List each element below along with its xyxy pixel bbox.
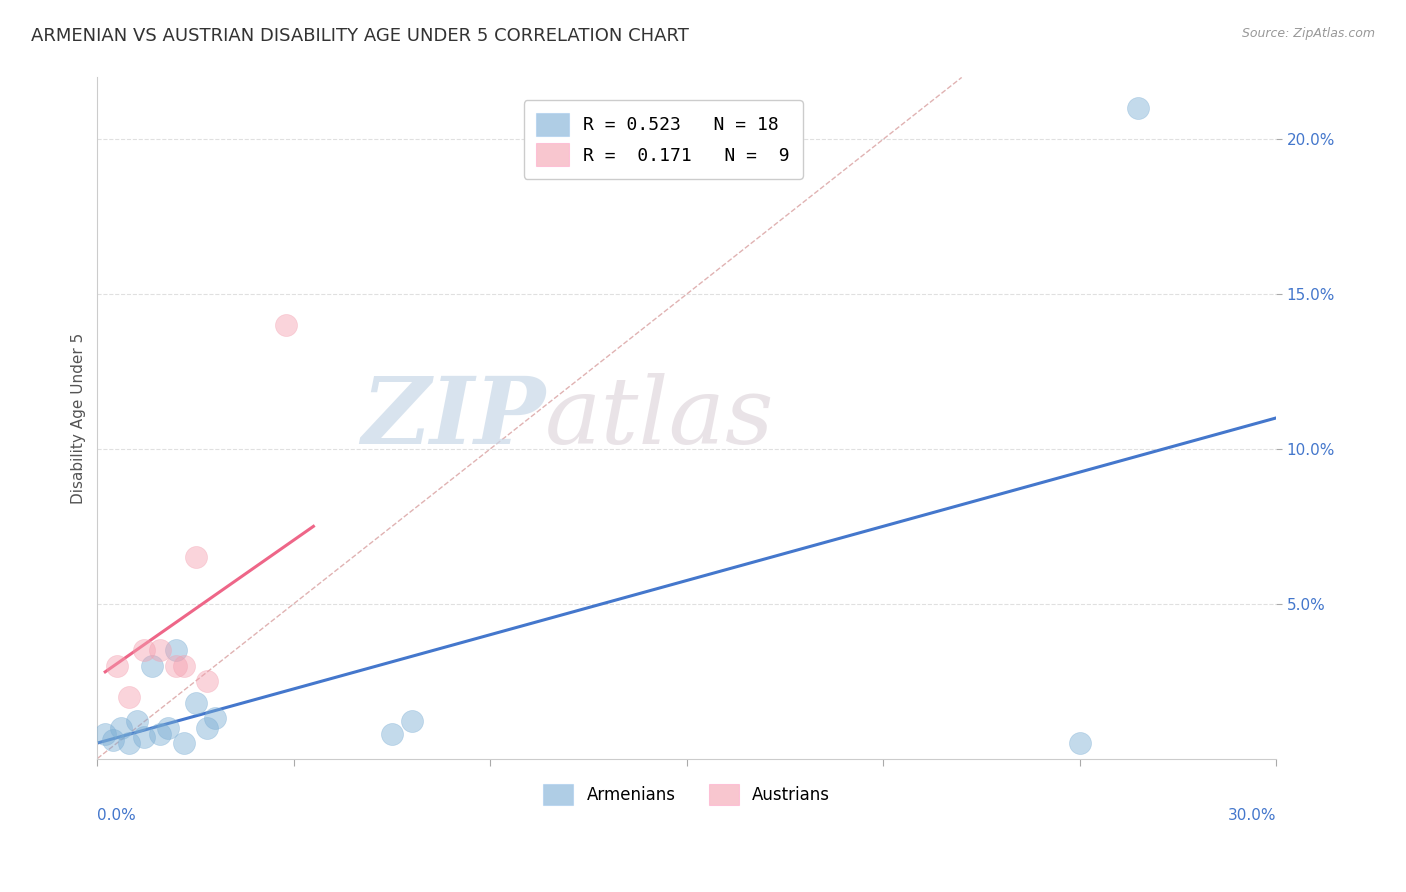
Point	[157, 721, 180, 735]
Point	[195, 721, 218, 735]
Text: ZIP: ZIP	[361, 373, 546, 463]
Point	[134, 643, 156, 657]
Text: Source: ZipAtlas.com: Source: ZipAtlas.com	[1241, 27, 1375, 40]
Point	[184, 550, 207, 565]
Text: ARMENIAN VS AUSTRIAN DISABILITY AGE UNDER 5 CORRELATION CHART: ARMENIAN VS AUSTRIAN DISABILITY AGE UNDE…	[31, 27, 689, 45]
Point	[381, 727, 404, 741]
Legend: Armenians, Austrians: Armenians, Austrians	[537, 778, 837, 812]
Point	[204, 711, 226, 725]
Point	[110, 721, 132, 735]
Point	[401, 714, 423, 729]
Point	[173, 658, 195, 673]
Point	[173, 736, 195, 750]
Point	[195, 674, 218, 689]
Point	[1069, 736, 1091, 750]
Y-axis label: Disability Age Under 5: Disability Age Under 5	[72, 333, 86, 504]
Point	[1128, 102, 1150, 116]
Point	[101, 733, 124, 747]
Text: 30.0%: 30.0%	[1227, 808, 1277, 823]
Text: 0.0%: 0.0%	[97, 808, 136, 823]
Point	[165, 643, 187, 657]
Point	[141, 658, 163, 673]
Point	[118, 690, 141, 704]
Point	[149, 643, 172, 657]
Point	[149, 727, 172, 741]
Point	[94, 727, 117, 741]
Point	[105, 658, 128, 673]
Point	[165, 658, 187, 673]
Point	[118, 736, 141, 750]
Point	[125, 714, 148, 729]
Text: atlas: atlas	[546, 373, 775, 463]
Point	[134, 730, 156, 744]
Point	[184, 696, 207, 710]
Point	[274, 318, 297, 332]
